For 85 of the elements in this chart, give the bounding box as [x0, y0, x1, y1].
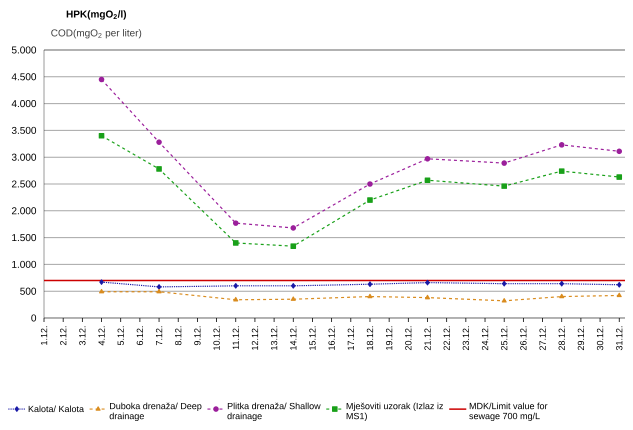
y-tick-label: 0 [31, 314, 36, 322]
point [367, 197, 373, 203]
x-tick-label: 21.12. [424, 326, 431, 350]
x-tick-label: 19.12. [386, 326, 392, 350]
point [424, 156, 430, 162]
x-tick-label: 29.12. [578, 326, 584, 350]
x-tick-label: 24.12. [482, 326, 488, 350]
point [368, 281, 372, 288]
y-tick-label: 500 [20, 288, 36, 295]
x-tick-label: 14.12. [290, 326, 296, 350]
x-tick-label: 4.12. [98, 326, 105, 346]
x-tick-label: 22.12. [444, 326, 450, 350]
point [558, 168, 565, 174]
point [367, 181, 373, 187]
x-tick-label: 2.12. [60, 326, 66, 346]
point [559, 294, 564, 298]
point [232, 220, 239, 226]
y-tick-label: 1.500 [12, 234, 36, 242]
point [424, 177, 430, 184]
y-tick-label: 5.000 [12, 46, 36, 54]
point [290, 296, 296, 301]
point [501, 183, 507, 189]
point [559, 280, 564, 286]
x-tick-label: 25.12. [501, 326, 508, 350]
x-tick-label: 16.12. [328, 326, 335, 350]
point [290, 243, 296, 249]
chart-title: HPK(mgO$_{2}$/l) [66, 10, 126, 20]
point [616, 292, 622, 298]
x-tick-label: 6.12. [136, 326, 144, 346]
point [616, 148, 622, 154]
x-tick-label: 1.12. [40, 326, 48, 345]
x-tick-label: 7.12. [156, 326, 162, 346]
point [616, 282, 622, 288]
point [501, 160, 507, 166]
y-tick-label: 2.500 [12, 180, 36, 188]
x-tick-label: 27.12. [539, 326, 546, 350]
point [367, 294, 372, 298]
x-tick-label: 13.12. [270, 326, 278, 350]
point [291, 283, 296, 289]
point [558, 142, 565, 148]
chart-subtitle: COD(mgO$_{2}$ per liter) [51, 29, 142, 38]
x-tick-label: 30.12. [596, 326, 604, 350]
y-tick-label: 2.000 [12, 207, 36, 214]
y-tick-label: 1.000 [12, 260, 36, 268]
x-tick-label: 3.12. [79, 326, 86, 346]
point [232, 240, 239, 246]
point [156, 284, 162, 290]
legend-label: Mješoviti uzorak (Izlaz iz MS1) [346, 402, 443, 422]
point [156, 288, 162, 294]
point [233, 296, 238, 302]
point [234, 283, 238, 289]
point [502, 298, 507, 303]
legend-label: Duboka drenaža/ Deep drainage [110, 402, 202, 422]
point [425, 280, 430, 286]
x-tick-label: 20.12. [405, 326, 412, 350]
x-tick-label: 9.12. [194, 326, 201, 346]
x-tick-label: 11.12. [232, 326, 239, 350]
x-tick-label: 31.12. [616, 326, 622, 350]
y-tick-label: 4.000 [12, 100, 36, 108]
x-tick-label: 23.12. [462, 326, 470, 350]
x-tick-label: 18.12. [366, 326, 374, 350]
point [98, 132, 104, 139]
x-tick-label: 12.12. [252, 326, 258, 350]
legend-label: MDK/Limit value for sewage 700 mg/L [469, 402, 548, 421]
x-tick-label: 5.12. [118, 326, 124, 346]
point [616, 174, 622, 180]
point [424, 294, 430, 300]
point [98, 76, 104, 82]
point [156, 166, 162, 172]
x-tick-label: 17.12. [348, 326, 354, 350]
point [99, 279, 104, 285]
x-tick-label: 8.12. [175, 326, 182, 346]
x-tick-label: 28.12. [558, 326, 565, 350]
x-tick-label: 26.12. [520, 326, 527, 350]
point [290, 225, 296, 231]
x-tick-label: 15.12. [309, 326, 316, 350]
point [502, 280, 506, 286]
y-tick-label: 4.500 [12, 73, 36, 80]
y-tick-label: 3.000 [12, 154, 36, 161]
x-tick-label: 10.12. [213, 326, 220, 350]
legend-label: Plitka drenaža/ Shallow drainage [227, 402, 321, 422]
y-tick-label: 3.500 [12, 126, 36, 134]
point [156, 139, 162, 145]
legend-label: Kalota/ Kalota [28, 406, 84, 412]
point [99, 288, 104, 294]
